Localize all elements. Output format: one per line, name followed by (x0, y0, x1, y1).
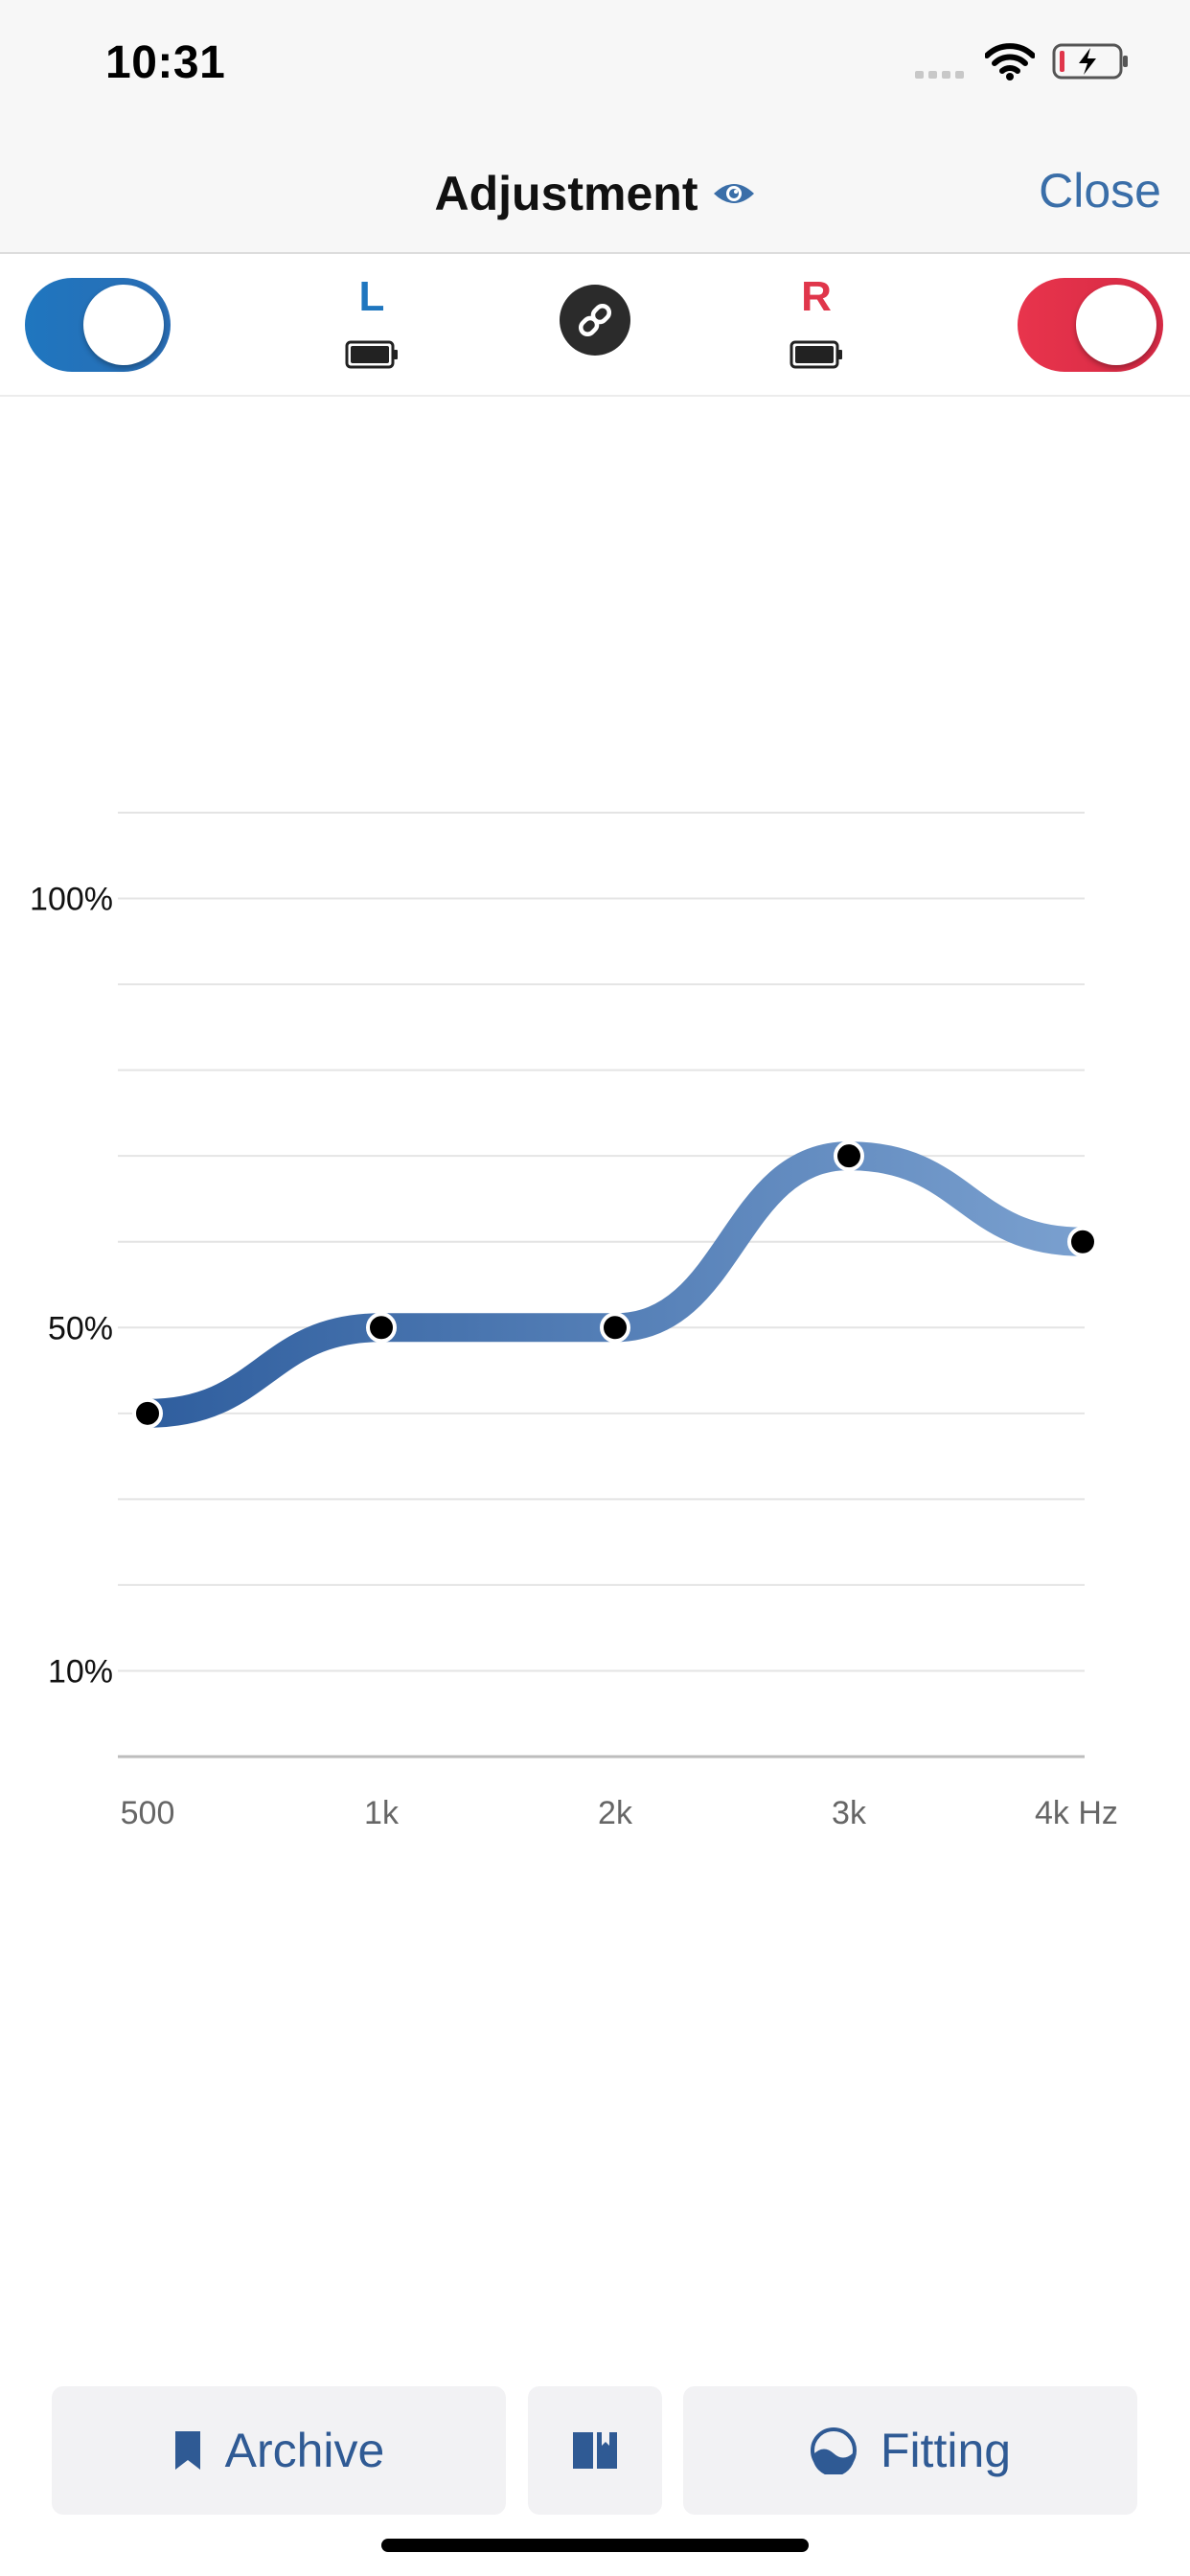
toggle-knob (83, 285, 164, 365)
status-bar: 10:31 (0, 0, 1190, 134)
data-points (132, 1140, 1098, 1429)
x-tick-label: 1k (364, 1795, 400, 1831)
grid-lines (118, 812, 1085, 1759)
gain-curve (133, 1141, 1097, 1428)
x-tick-label: 3k (832, 1795, 867, 1831)
fitting-wave-icon (810, 2427, 857, 2474)
link-devices-button[interactable] (560, 285, 630, 356)
data-point[interactable] (834, 1140, 864, 1172)
page-title: Adjustment (434, 166, 698, 220)
eye-icon[interactable] (712, 180, 756, 207)
wifi-icon (985, 43, 1035, 80)
y-axis-ticks: 100% 50% 10% (30, 882, 113, 1690)
x-tick-label: 500 (121, 1795, 175, 1831)
left-battery-icon (345, 340, 398, 369)
x-tick-label: 2k (598, 1795, 633, 1831)
x-axis-ticks: 500 1k 2k 3k 4k Hz (121, 1795, 1118, 1831)
toggle-knob (1076, 285, 1156, 365)
y-tick-label: 100% (30, 882, 113, 918)
x-tick-label: 4k Hz (1035, 1795, 1118, 1831)
right-battery-icon (790, 340, 842, 369)
data-point[interactable] (132, 1397, 163, 1429)
status-time: 10:31 (105, 37, 226, 88)
fitting-button[interactable]: Fitting (683, 2386, 1137, 2515)
archive-button[interactable]: Archive (52, 2386, 506, 2515)
data-point[interactable] (600, 1312, 630, 1344)
archive-label: Archive (224, 2424, 385, 2477)
cellular-signal-icon (915, 71, 964, 79)
fitting-label: Fitting (880, 2424, 1012, 2477)
data-point[interactable] (1067, 1226, 1098, 1257)
home-indicator (381, 2539, 809, 2552)
book-icon (573, 2432, 617, 2469)
data-point[interactable] (366, 1312, 397, 1344)
guide-button[interactable] (528, 2386, 662, 2515)
close-button[interactable]: Close (1039, 164, 1161, 218)
y-tick-label: 10% (48, 1653, 113, 1690)
left-side-label: L (358, 273, 385, 320)
battery-charging-icon (1052, 43, 1128, 80)
right-device-toggle[interactable] (1018, 278, 1163, 372)
frequency-gain-chart: 100% 50% 10% 500 1k 2k 3k 4k Hz (30, 812, 1118, 1831)
bottom-toolbar: Archive Fitting (0, 2386, 1190, 2520)
link-icon (578, 303, 612, 337)
y-tick-label: 50% (48, 1310, 113, 1346)
navigation-bar: Adjustment Close (0, 134, 1190, 254)
device-bar: L R (0, 254, 1190, 397)
right-side-label: R (801, 273, 832, 320)
bookmark-icon (174, 2431, 200, 2470)
left-device-toggle[interactable] (25, 278, 171, 372)
